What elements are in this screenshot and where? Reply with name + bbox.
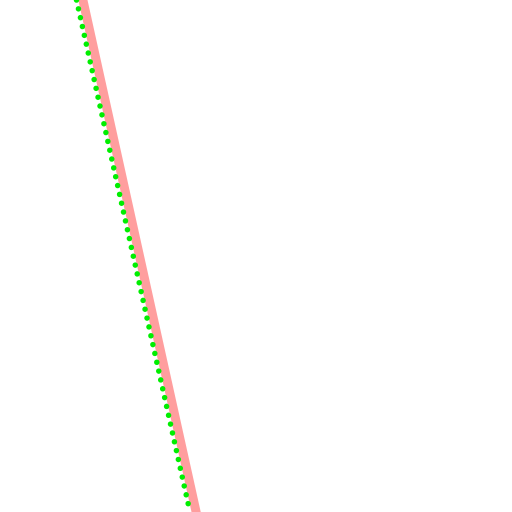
dotted-line [73, 0, 193, 512]
thick-line [78, 0, 201, 512]
